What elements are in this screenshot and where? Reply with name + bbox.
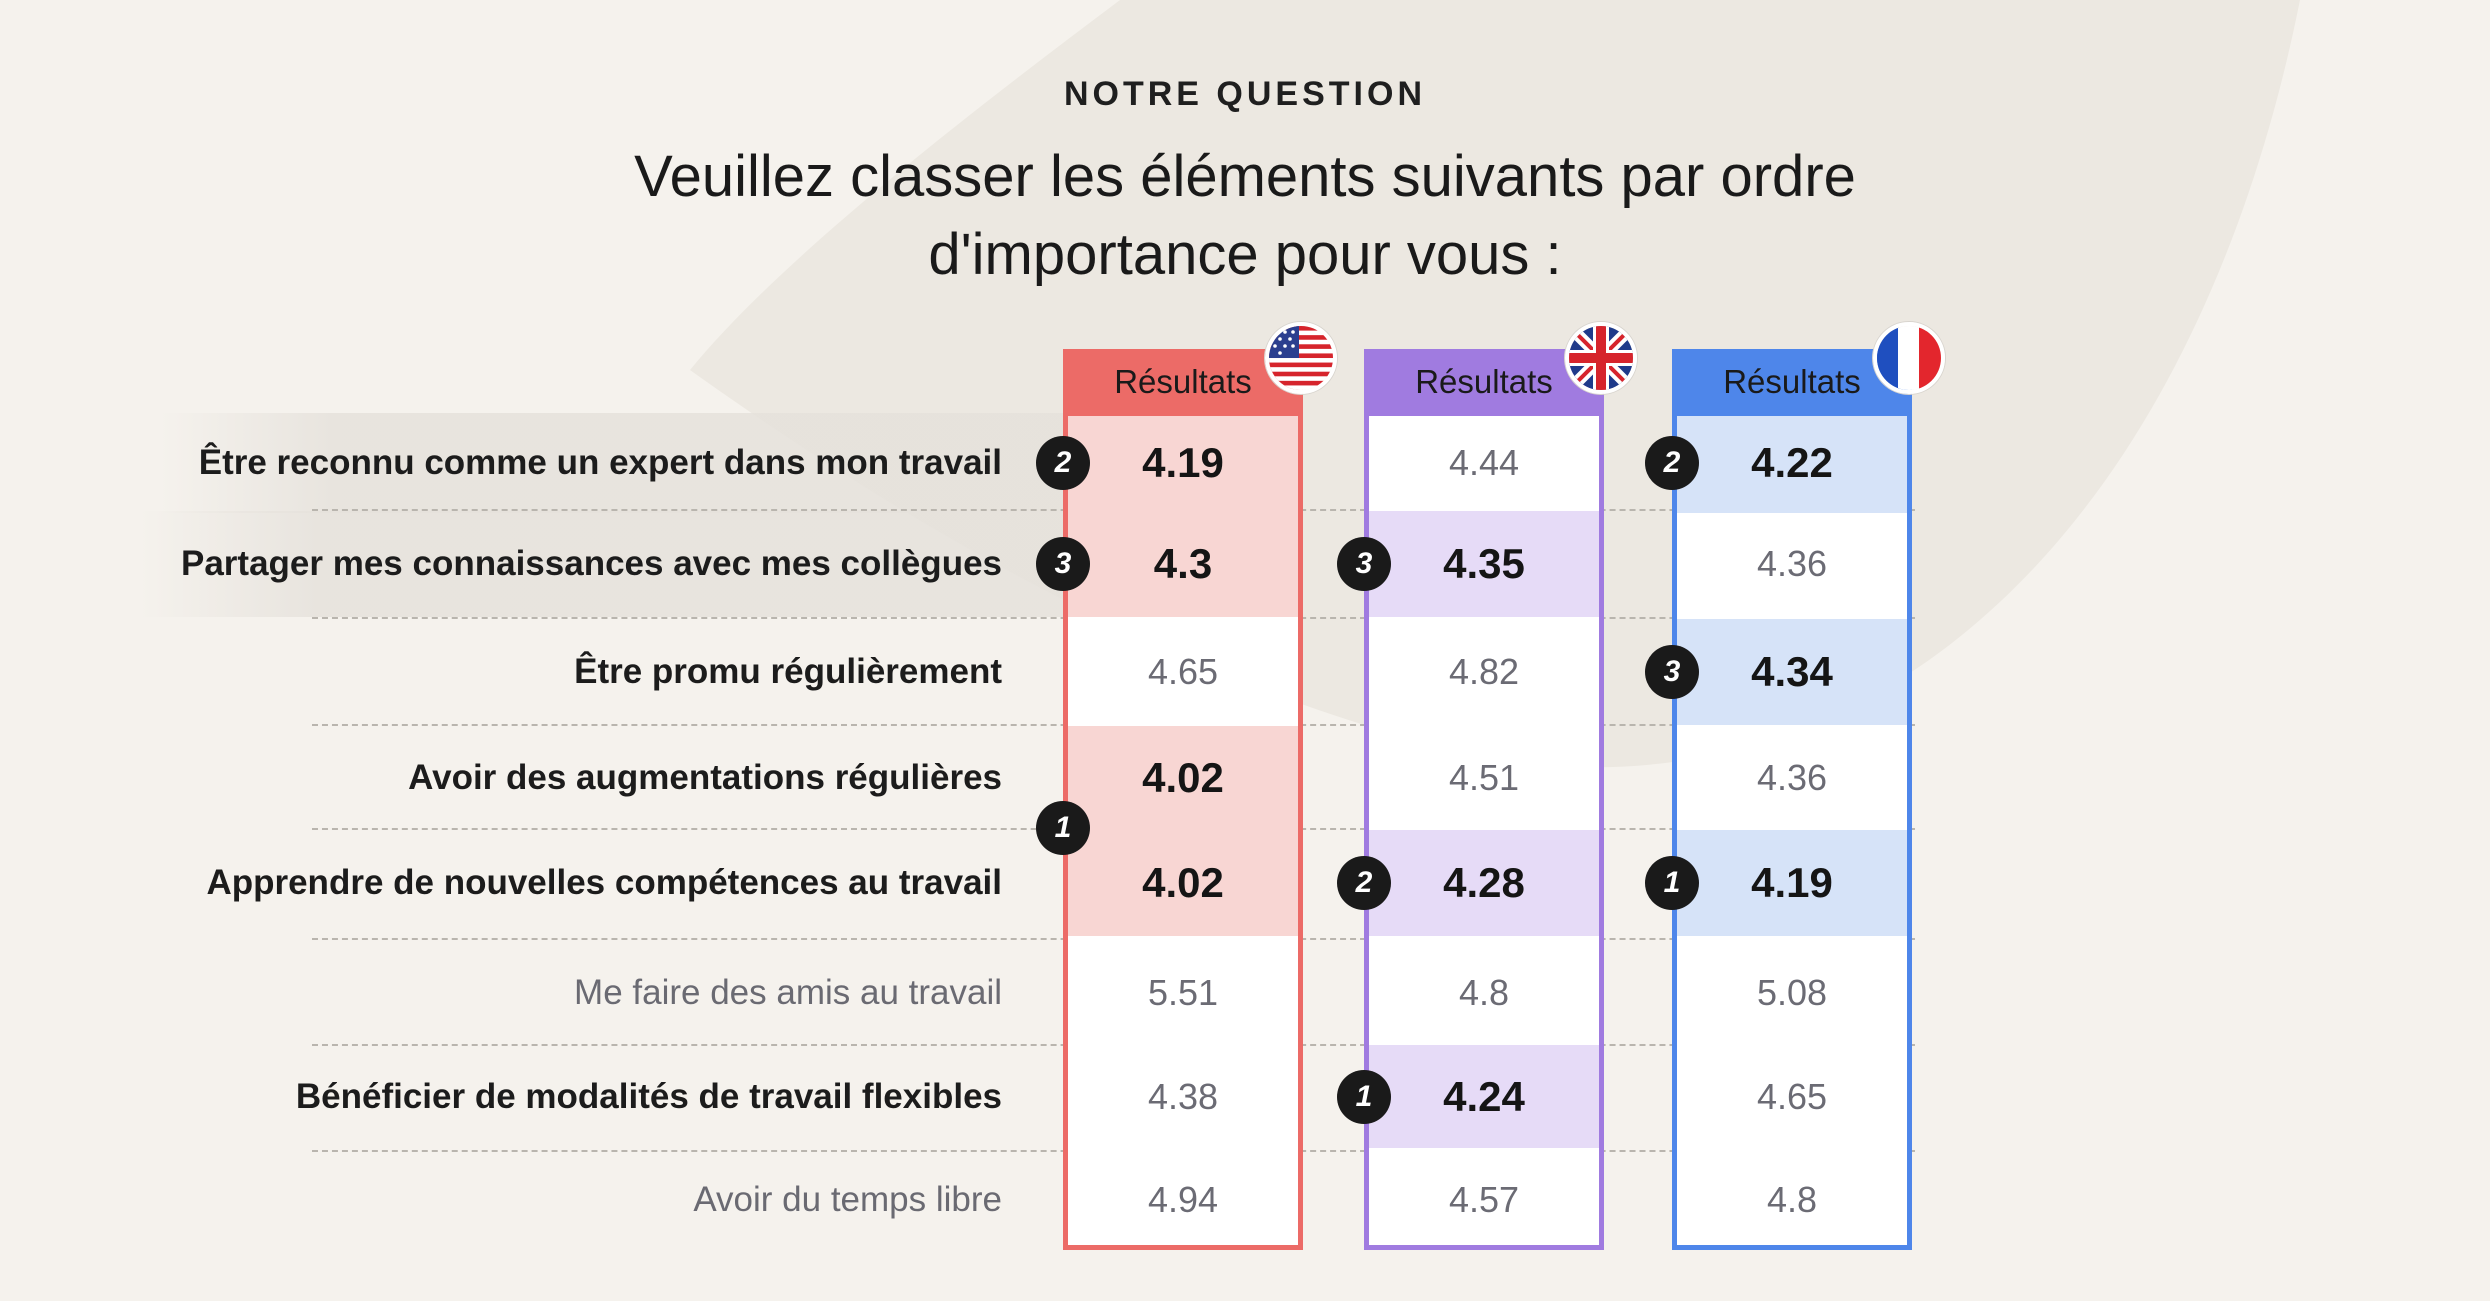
- value-cell: 4.28: [1443, 859, 1525, 906]
- value-cell: 4.65: [1756, 1075, 1828, 1117]
- highlight-fill: [1677, 830, 1907, 936]
- rank-badge: 2: [1337, 856, 1391, 910]
- value-cell: 4.36: [1756, 757, 1828, 798]
- highlight-fill: [1369, 1045, 1599, 1148]
- row-label: Me faire des amis au travail: [574, 972, 1002, 1012]
- highlight-fill: [1068, 830, 1298, 936]
- value-cell: 4.57: [1448, 1179, 1520, 1220]
- rank-badge: 2: [1036, 436, 1090, 490]
- question-title-line-1: Veuillez classer les éléments suivants p…: [634, 144, 1856, 209]
- highlight-fill: [1068, 511, 1298, 617]
- row-label: Apprendre de nouvelles compétences au tr…: [206, 863, 1002, 902]
- highlight-fill: [1677, 619, 1907, 725]
- value-cell: 4.02: [1142, 859, 1224, 906]
- value-cell: 4.82: [1448, 651, 1520, 692]
- highlight-fill: [1369, 511, 1599, 617]
- question-title-line-2: d'importance pour vous :: [928, 222, 1562, 287]
- value-cell: 4.36: [1756, 543, 1828, 584]
- value-cell: 4.44: [1448, 442, 1520, 483]
- rank-badge: 2: [1645, 436, 1699, 490]
- section-eyebrow: NOTRE QUESTION: [1063, 75, 1427, 113]
- highlight-fill: [1677, 416, 1907, 513]
- column-header: Résultats: [1364, 349, 1604, 415]
- rank-badge: 1: [1337, 1069, 1391, 1124]
- rank-badge: 1: [1645, 856, 1699, 910]
- value-cell: 4.35: [1443, 540, 1525, 587]
- value-cell: 4.38: [1147, 1075, 1219, 1117]
- value-cell: 4.8: [1766, 1179, 1818, 1220]
- rank-badge: 1: [1036, 801, 1090, 855]
- row-shade: [160, 413, 1063, 513]
- value-cell: 4.24: [1443, 1072, 1525, 1120]
- column-header: Résultats: [1672, 349, 1912, 415]
- rank-badge: 3: [1337, 537, 1391, 591]
- row-shade: [140, 511, 1063, 617]
- france-flag-icon: [1873, 322, 1945, 394]
- uk-flag-icon: [1565, 322, 1637, 394]
- row-label: Partager mes connaissances avec mes coll…: [180, 544, 1002, 583]
- value-cell: 4.65: [1147, 651, 1219, 692]
- highlight-fill: [1068, 416, 1298, 513]
- value-cell: 4.8: [1458, 971, 1510, 1013]
- value-cell: 4.22: [1751, 439, 1833, 486]
- row-label: Être reconnu comme un expert dans mon tr…: [198, 443, 1002, 482]
- value-cell: 4.94: [1147, 1179, 1219, 1220]
- value-cell: 5.08: [1756, 971, 1828, 1013]
- value-cell: 4.34: [1751, 648, 1833, 695]
- highlight-fill: [1068, 726, 1298, 830]
- highlight-fill: [1369, 830, 1599, 936]
- column-header: Résultats: [1063, 349, 1303, 415]
- us-flag-icon: [1265, 322, 1337, 394]
- row-label: Avoir du temps libre: [693, 1180, 1002, 1219]
- row-label: Avoir des augmentations régulières: [408, 758, 1002, 797]
- value-cell: 4.19: [1142, 439, 1224, 486]
- row-label: Être promu régulièrement: [574, 652, 1002, 691]
- question-title: Veuillez classer les éléments suivants p…: [0, 138, 2490, 294]
- value-cell: 4.02: [1142, 754, 1224, 801]
- rank-badge: 3: [1036, 537, 1090, 591]
- value-cell: 4.51: [1448, 757, 1520, 798]
- rank-badge: 3: [1645, 645, 1699, 699]
- value-cell: 5.51: [1147, 971, 1219, 1013]
- value-cell: 4.19: [1751, 859, 1833, 906]
- value-cell: 4.3: [1153, 540, 1213, 587]
- row-label: Bénéficier de modalités de travail flexi…: [295, 1076, 1002, 1116]
